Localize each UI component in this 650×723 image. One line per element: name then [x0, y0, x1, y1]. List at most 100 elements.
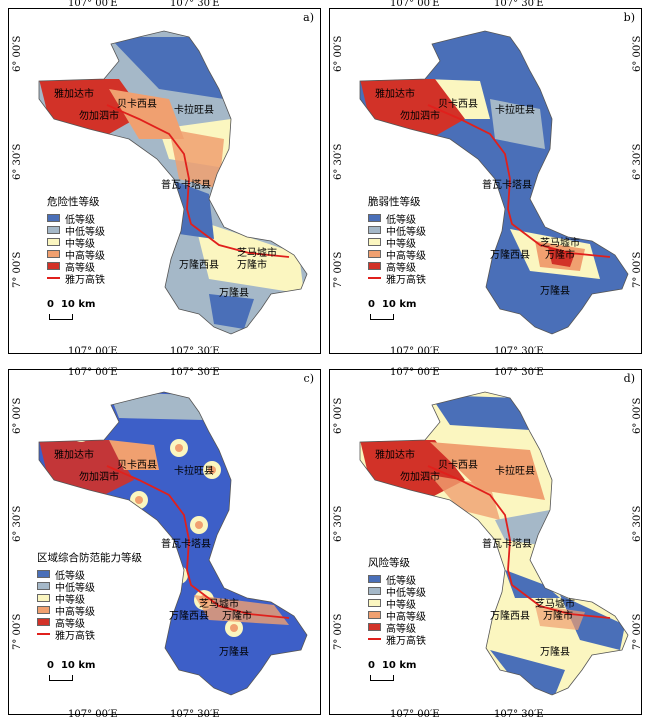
- lon-label-top-b-left: 107° 00′E: [390, 0, 440, 9]
- lat-label-d-right-3: 7° 00′S: [632, 613, 643, 650]
- legend-item-railway: 雅万高铁: [37, 628, 142, 642]
- place-label-purwakarta: 普瓦卡塔县: [482, 180, 532, 191]
- risk-map-svg: [359, 391, 629, 696]
- legend-item-high: 高等级: [37, 616, 142, 630]
- lat-label-c-1: 6° 00′S: [12, 397, 23, 434]
- lat-label-b-right-1: 6° 00′S: [632, 35, 643, 72]
- lat-label-a-3: 7° 00′S: [12, 251, 23, 288]
- place-label-bandung-regency: 万隆县: [540, 647, 570, 658]
- lat-label-c-3: 7° 00′S: [12, 613, 23, 650]
- lon-label-mid-a-right: 107° 30′E: [170, 346, 220, 357]
- place-label-bandung-regency: 万隆县: [219, 288, 249, 299]
- legend-item-high: 高等级: [47, 260, 105, 274]
- lon-label-mid-b-left: 107° 00′E: [390, 346, 440, 357]
- legend-item-railway: 雅万高铁: [368, 272, 426, 286]
- legend-item-railway: 雅万高铁: [47, 272, 105, 286]
- lat-label-b-3: 7° 00′S: [333, 251, 344, 288]
- lon-label-top-b-right: 107° 30′E: [494, 0, 544, 9]
- lat-label-a-2: 6° 30′S: [12, 143, 23, 180]
- place-label-karawang: 卡拉旺县: [174, 466, 214, 477]
- map-legend: 脆弱性等级 低等级 中低等级 中等级 中高等级 高等级 雅万高铁: [368, 194, 426, 286]
- lon-label-top-a-left: 107° 00′E: [68, 0, 118, 9]
- hazard-map-svg: [9, 9, 320, 353]
- legend-item-low: 低等级: [37, 568, 142, 582]
- lon-label-bottom-d-right: 107° 30′E: [494, 709, 544, 720]
- place-label-west-bandung: 万隆西县: [179, 260, 219, 271]
- scale-bar: 0 10 km: [368, 299, 416, 320]
- panel-letter: b): [623, 11, 635, 24]
- lat-label-d-1: 6° 00′S: [333, 397, 344, 434]
- lon-label-mid2-a-right: 107° 30′E: [170, 367, 220, 378]
- vulnerability-map-svg: [359, 30, 629, 335]
- legend-title: 脆弱性等级: [368, 196, 421, 208]
- panel-a-hazard-map: a) 雅加达市 贝卡西县 卡拉旺县 勿加泗市 普瓦卡塔县 芝马墟市 万隆西县 万…: [8, 8, 321, 354]
- panel-letter: a): [303, 11, 314, 24]
- place-label-west-bandung: 万隆西县: [490, 250, 530, 261]
- legend-item-midlow: 中低等级: [47, 224, 105, 238]
- place-label-jakarta: 雅加达市: [54, 89, 94, 100]
- place-label-jakarta: 雅加达市: [54, 450, 94, 461]
- lat-label-d-right-2: 6° 30′S: [632, 505, 643, 542]
- lon-label-mid2-a-left: 107° 00′E: [68, 367, 118, 378]
- legend-item-railway: 雅万高铁: [368, 633, 426, 647]
- place-label-purwakarta: 普瓦卡塔县: [161, 180, 211, 191]
- scale-bar: 0 10 km: [47, 660, 95, 681]
- place-label-bandung-regency: 万隆县: [540, 286, 570, 297]
- legend-item-midhigh: 中高等级: [368, 248, 426, 262]
- map-legend: 危险性等级 低等级 中低等级 中等级 中高等级 高等级 雅万高铁: [47, 194, 105, 286]
- lat-label-a-1: 6° 00′S: [12, 35, 23, 72]
- place-label-bekasi-regency: 贝卡西县: [117, 460, 157, 471]
- lon-label-mid-a-left: 107° 00′E: [68, 346, 118, 357]
- lat-label-b-right-3: 7° 00′S: [632, 251, 643, 288]
- place-label-cimahi: 芝马墟市: [237, 248, 277, 259]
- legend-item-midlow: 中低等级: [368, 585, 426, 599]
- place-label-cimahi: 芝马墟市: [540, 238, 580, 249]
- legend-item-mid: 中等级: [37, 592, 142, 606]
- map-legend: 区域综合防范能力等级 低等级 中低等级 中等级 中高等级 高等级 雅万高铁: [37, 550, 142, 642]
- lat-label-b-1: 6° 00′S: [333, 35, 344, 72]
- lat-label-b-2: 6° 30′S: [333, 143, 344, 180]
- legend-item-midhigh: 中高等级: [47, 248, 105, 262]
- place-label-west-bandung: 万隆西县: [169, 611, 209, 622]
- legend-title: 区域综合防范能力等级: [37, 552, 142, 564]
- place-label-bekasi-city: 勿加泗市: [79, 472, 119, 483]
- lat-label-d-2: 6° 30′S: [333, 505, 344, 542]
- place-label-bekasi-city: 勿加泗市: [400, 472, 440, 483]
- panel-d-risk-map: d) 雅加达市 贝卡西县 卡拉旺县 勿加泗市 普瓦卡塔县 芝马墟市 万隆西县 万…: [329, 369, 642, 715]
- panel-letter: c): [303, 372, 314, 385]
- legend-item-high: 高等级: [368, 621, 426, 635]
- place-label-bekasi-city: 勿加泗市: [79, 111, 119, 122]
- legend-item-midhigh: 中高等级: [368, 609, 426, 623]
- lat-label-c-2: 6° 30′S: [12, 505, 23, 542]
- lat-label-d-right-1: 6° 00′S: [632, 397, 643, 434]
- place-label-purwakarta: 普瓦卡塔县: [482, 539, 532, 550]
- place-label-bekasi-regency: 贝卡西县: [438, 460, 478, 471]
- scale-bar: 0 10 km: [47, 299, 95, 320]
- panel-c-prevention-capacity-map: c) 雅加达市 贝卡西县 卡拉旺县 勿加泗市 普瓦卡塔县 芝马墟市 万隆西县 万…: [8, 369, 321, 715]
- place-label-bandung-regency: 万隆县: [219, 647, 249, 658]
- lat-label-d-3: 7° 00′S: [333, 613, 344, 650]
- legend-item-low: 低等级: [368, 573, 426, 587]
- place-label-west-bandung: 万隆西县: [490, 611, 530, 622]
- lon-label-mid2-b-left: 107° 00′E: [390, 367, 440, 378]
- place-label-jakarta: 雅加达市: [375, 89, 415, 100]
- legend-item-low: 低等级: [47, 212, 105, 226]
- place-label-bekasi-regency: 贝卡西县: [117, 99, 157, 110]
- place-label-cimahi: 芝马墟市: [199, 599, 239, 610]
- legend-item-mid: 中等级: [368, 597, 426, 611]
- lon-label-top-a-right: 107° 30′E: [170, 0, 220, 9]
- place-label-karawang: 卡拉旺县: [495, 105, 535, 116]
- legend-item-midlow: 中低等级: [368, 224, 426, 238]
- scale-bar: 0 10 km: [368, 660, 416, 681]
- panel-letter: d): [623, 372, 635, 385]
- place-label-bandung-city: 万隆市: [545, 250, 575, 261]
- place-label-cimahi: 芝马墟市: [535, 599, 575, 610]
- legend-item-mid: 中等级: [47, 236, 105, 250]
- place-label-bekasi-city: 勿加泗市: [400, 111, 440, 122]
- legend-item-mid: 中等级: [368, 236, 426, 250]
- place-label-purwakarta: 普瓦卡塔县: [161, 539, 211, 550]
- place-label-bekasi-regency: 贝卡西县: [438, 99, 478, 110]
- legend-item-midlow: 中低等级: [37, 580, 142, 594]
- lon-label-bottom-c-right: 107° 30′E: [170, 709, 220, 720]
- lat-label-b-right-2: 6° 30′S: [632, 143, 643, 180]
